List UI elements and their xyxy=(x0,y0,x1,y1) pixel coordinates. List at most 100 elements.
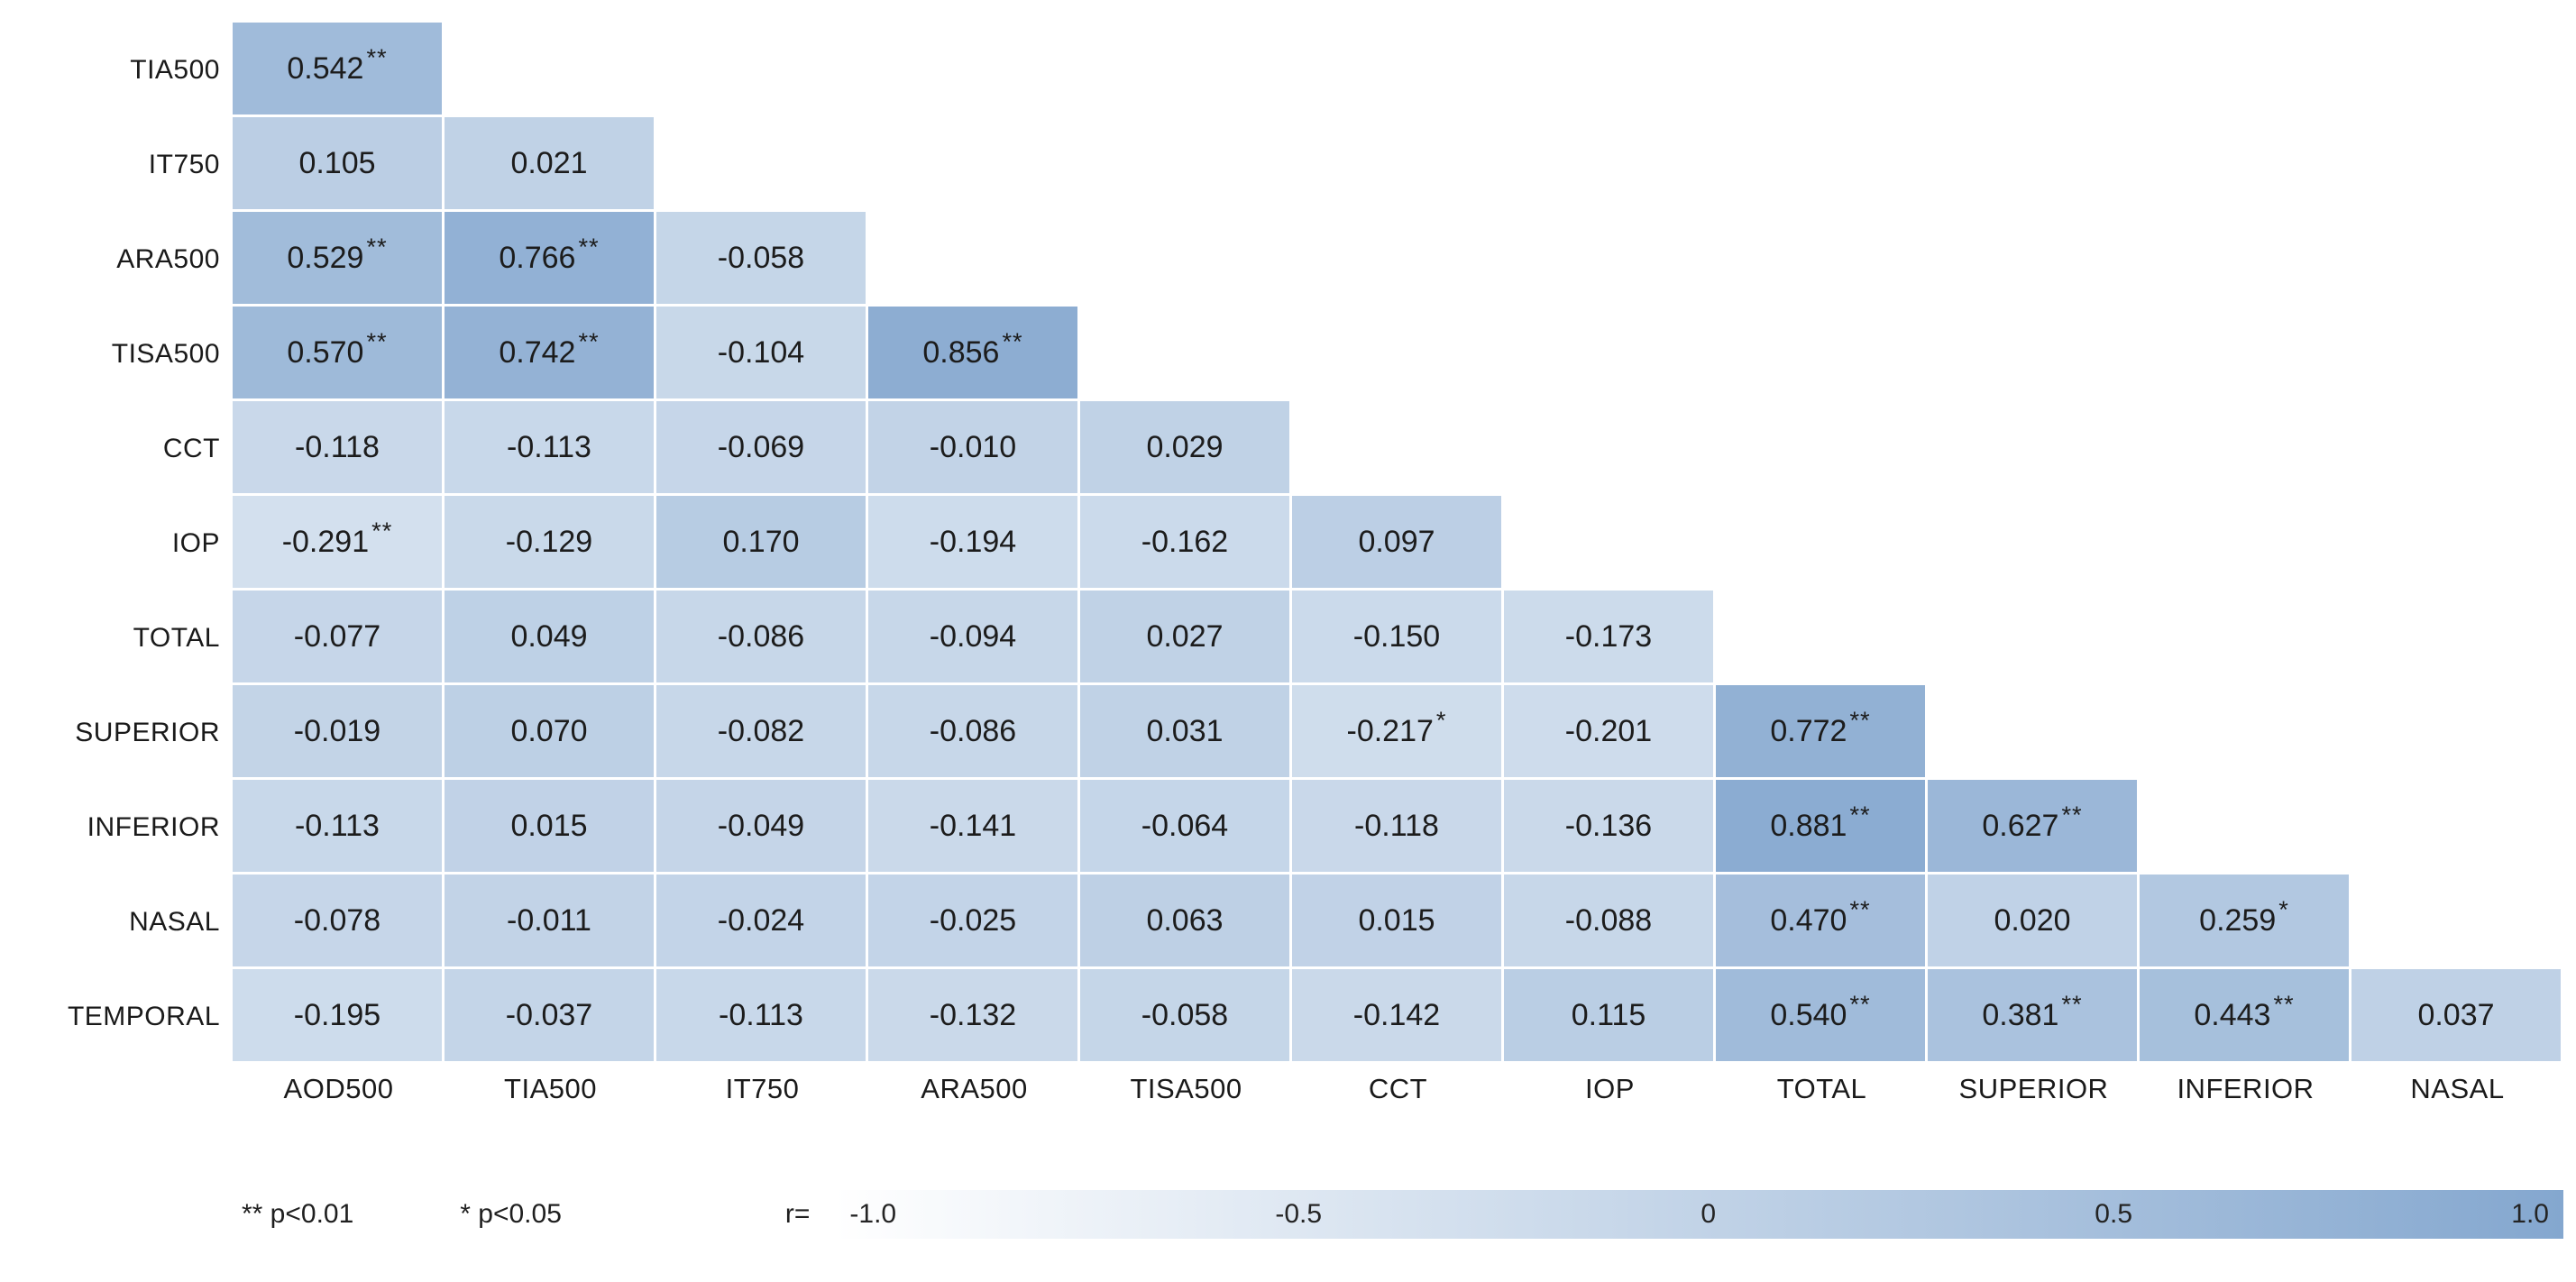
correlation-matrix: TIA500 0.542 ** IT750 0.105 0.021 ARA500 0.529 *… xyxy=(0,23,2563,1105)
significance-stars: ** xyxy=(366,42,388,71)
cell-value: 0.540 xyxy=(1770,997,1847,1032)
cell-value: 0.742 xyxy=(499,334,576,370)
column-label: INFERIOR xyxy=(2177,1073,2315,1104)
significance-stars: ** xyxy=(366,232,388,261)
scale-tick-label: -0.5 xyxy=(1275,1199,1323,1229)
column-label: SUPERIOR xyxy=(1958,1073,2109,1104)
matrix-cell: -0.118 xyxy=(233,401,442,493)
cell-value: 0.627 xyxy=(1982,808,2059,843)
cell-value: 0.381 xyxy=(1982,997,2059,1032)
cell-value: -0.086 xyxy=(929,713,1017,748)
matrix-cell: -0.136 xyxy=(1504,780,1713,872)
matrix-cell: -0.113 xyxy=(445,401,654,493)
significance-stars: ** xyxy=(1002,326,1023,355)
cell-value: -0.078 xyxy=(293,902,381,938)
matrix-cell: -0.088 xyxy=(1504,875,1713,966)
cell-value: 0.070 xyxy=(510,713,588,748)
row-label: ARA500 xyxy=(116,243,220,274)
matrix-cell: -0.094 xyxy=(868,591,1077,682)
matrix-cell: 0.381 ** xyxy=(1928,969,2137,1061)
cell-value: 0.766 xyxy=(499,240,576,275)
cell-value: 0.570 xyxy=(287,334,364,370)
cell-value: -0.291 xyxy=(281,524,370,559)
cell-value: 0.063 xyxy=(1146,902,1224,938)
matrix-cell: -0.086 xyxy=(656,591,866,682)
scale-tick-label: 0 xyxy=(1701,1199,1717,1229)
significance-stars: ** xyxy=(578,232,600,261)
cell-value: -0.011 xyxy=(507,902,591,938)
color-scale-bar: -1.0 -0.5 0 0.5 1.0 xyxy=(835,1190,2563,1239)
cell-value: -0.162 xyxy=(1141,524,1229,559)
matrix-cell: -0.010 xyxy=(868,401,1077,493)
matrix-cell: -0.113 xyxy=(656,969,866,1061)
matrix-cell: 0.540 ** xyxy=(1716,969,1925,1061)
matrix-cell: 0.881 ** xyxy=(1716,780,1925,872)
row-label: NASAL xyxy=(129,906,220,937)
matrix-row: NASAL -0.078 -0.011 -0.024 -0.025 0.063 0.015 -… xyxy=(0,875,2563,969)
row-label: TOTAL xyxy=(133,622,220,653)
cell-value: 0.529 xyxy=(287,240,364,275)
significance-stars: ** xyxy=(1849,705,1871,734)
column-label: IOP xyxy=(1585,1073,1635,1104)
matrix-cell: 0.259 * xyxy=(2140,875,2349,966)
significance-stars: ** xyxy=(366,326,388,355)
matrix-cell: -0.019 xyxy=(233,685,442,777)
matrix-cell: 0.020 xyxy=(1928,875,2137,966)
column-label: IT750 xyxy=(725,1073,800,1104)
matrix-row: TISA500 0.570 ** 0.742 ** -0.104 0.856 ** xyxy=(0,307,2563,401)
column-label: ARA500 xyxy=(921,1073,1028,1104)
row-label: TISA500 xyxy=(111,338,220,369)
cell-value: 0.881 xyxy=(1770,808,1847,843)
cell-value: -0.082 xyxy=(717,713,805,748)
cell-value: 0.027 xyxy=(1146,618,1224,654)
cell-value: 0.049 xyxy=(510,618,588,654)
cell-value: -0.113 xyxy=(719,997,803,1032)
significance-p05-label: * p<0.05 xyxy=(460,1199,562,1229)
significance-stars: * xyxy=(2278,894,2289,923)
matrix-cell: 0.105 xyxy=(233,117,442,209)
matrix-cell: -0.086 xyxy=(868,685,1077,777)
matrix-cell: -0.024 xyxy=(656,875,866,966)
cell-value: -0.088 xyxy=(1564,902,1653,938)
cell-value: -0.024 xyxy=(717,902,805,938)
matrix-cell: 0.170 xyxy=(656,496,866,588)
cell-value: -0.058 xyxy=(717,240,805,275)
column-label: AOD500 xyxy=(283,1073,394,1104)
matrix-cell: 0.029 xyxy=(1080,401,1289,493)
matrix-cell: 0.097 xyxy=(1292,496,1501,588)
row-label: IOP xyxy=(171,527,220,558)
cell-value: -0.150 xyxy=(1352,618,1441,654)
cell-value: 0.097 xyxy=(1358,524,1435,559)
cell-value: -0.118 xyxy=(1354,808,1439,843)
cell-value: 0.021 xyxy=(510,145,588,180)
cell-value: -0.037 xyxy=(505,997,593,1032)
matrix-cell: -0.150 xyxy=(1292,591,1501,682)
matrix-cell: 0.037 xyxy=(2351,969,2561,1061)
matrix-cell: -0.217 * xyxy=(1292,685,1501,777)
scale-tick-label: 1.0 xyxy=(2511,1199,2549,1229)
matrix-cell: 0.542 ** xyxy=(233,23,442,114)
scale-tick-label: 0.5 xyxy=(2095,1199,2133,1229)
significance-stars: ** xyxy=(578,326,600,355)
cell-value: -0.113 xyxy=(295,808,380,843)
cell-value: 0.259 xyxy=(2199,902,2277,938)
matrix-cell: 0.021 xyxy=(445,117,654,209)
matrix-cell: -0.069 xyxy=(656,401,866,493)
cell-value: -0.077 xyxy=(293,618,381,654)
cell-value: 0.020 xyxy=(1994,902,2071,938)
matrix-cell: -0.195 xyxy=(233,969,442,1061)
cell-value: -0.141 xyxy=(929,808,1017,843)
row-label: TEMPORAL xyxy=(67,1001,220,1031)
cell-value: -0.142 xyxy=(1352,997,1441,1032)
matrix-cell: 0.470 ** xyxy=(1716,875,1925,966)
significance-stars: ** xyxy=(1849,894,1871,923)
matrix-cell: -0.078 xyxy=(233,875,442,966)
cell-value: -0.058 xyxy=(1141,997,1229,1032)
matrix-row: TOTAL -0.077 0.049 -0.086 -0.094 0.027 -0.150 -… xyxy=(0,591,2563,685)
matrix-cell: -0.162 xyxy=(1080,496,1289,588)
column-label: TIA500 xyxy=(504,1073,597,1104)
cell-value: -0.025 xyxy=(929,902,1017,938)
matrix-cell: 0.015 xyxy=(1292,875,1501,966)
cell-value: 0.542 xyxy=(287,50,364,86)
